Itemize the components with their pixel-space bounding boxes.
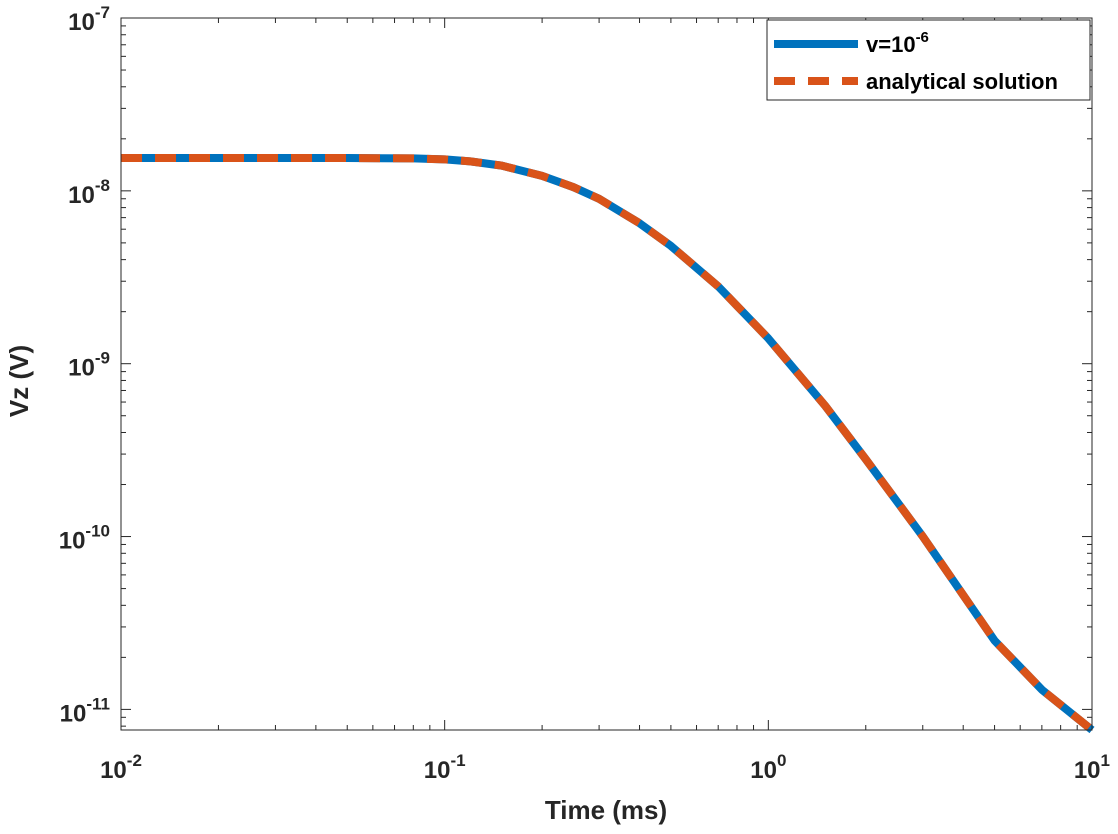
y-tick-label-base: 10: [59, 528, 86, 555]
y-tick-label-base: 10: [60, 700, 87, 727]
x-tick-label-exponent: 1: [1101, 751, 1110, 770]
y-tick-label-exponent: -11: [86, 694, 110, 713]
y-tick-label: 10-9: [68, 349, 110, 382]
x-axis-label: Time (ms): [545, 795, 667, 825]
y-tick-label-exponent: -8: [95, 176, 110, 195]
x-tick-label-base: 10: [100, 757, 127, 784]
x-tick-label-base: 10: [750, 757, 777, 784]
legend-label-v-base: v=10: [866, 32, 916, 57]
series-layer: [121, 154, 1095, 734]
x-tick-labels: 10-2 10-1 100 101: [100, 751, 1110, 784]
x-tick-label: 100: [750, 751, 786, 784]
y-tick-label: 10-8: [68, 176, 110, 209]
x-tick-label-base: 10: [424, 757, 451, 784]
y-tick-label-exponent: -10: [85, 522, 110, 541]
x-tick-label-base: 10: [1074, 757, 1101, 784]
y-tick-label-base: 10: [68, 9, 95, 36]
legend-box: [766, 19, 1091, 101]
y-tick-label: 10-10: [59, 522, 110, 555]
legend-label-v: v=10-6: [866, 29, 929, 57]
x-tick-label: 10-2: [100, 751, 142, 784]
y-tick-label-base: 10: [68, 182, 95, 209]
x-tick-label-exponent: -1: [450, 751, 465, 770]
y-tick-label-base: 10: [68, 355, 95, 382]
y-tick-label-exponent: -7: [95, 3, 110, 22]
x-tick-label-exponent: 0: [777, 751, 786, 770]
series-line-v: [121, 154, 1095, 734]
y-tick-label: 10-11: [60, 694, 110, 727]
plot-area: [121, 18, 1092, 730]
x-tick-label: 101: [1074, 751, 1110, 784]
legend-label-v-exponent: -6: [916, 29, 929, 46]
x-tick-label: 10-1: [424, 751, 466, 784]
y-axis-label: Vz (V): [4, 345, 34, 417]
legend: v=10-6 analytical solution: [766, 19, 1091, 101]
y-tick-label-exponent: -9: [95, 349, 110, 368]
legend-label-analytical: analytical solution: [866, 69, 1058, 94]
y-tick-label: 10-7: [68, 3, 110, 36]
axes-box: [120, 17, 1093, 731]
x-tick-label-exponent: -2: [127, 751, 142, 770]
